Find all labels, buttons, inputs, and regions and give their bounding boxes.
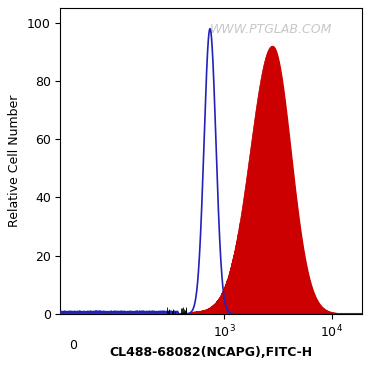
Text: WWW.PTGLAB.COM: WWW.PTGLAB.COM (210, 23, 333, 36)
Y-axis label: Relative Cell Number: Relative Cell Number (9, 95, 21, 227)
X-axis label: CL488-68082(NCAPG),FITC-H: CL488-68082(NCAPG),FITC-H (110, 346, 313, 359)
Text: 0: 0 (70, 339, 77, 352)
